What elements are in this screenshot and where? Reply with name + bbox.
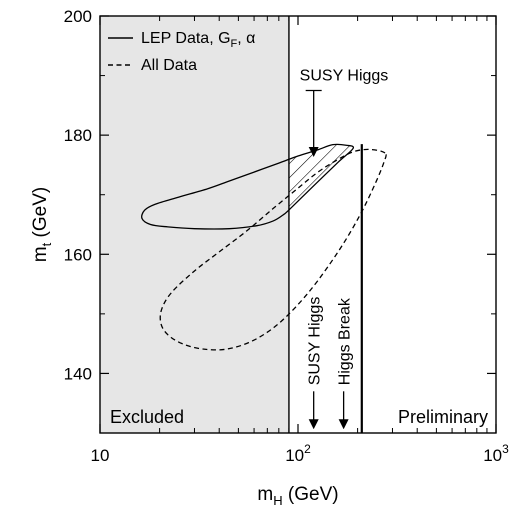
- x-tick-label-100: 102: [285, 442, 311, 465]
- y-tick-label-160: 160: [64, 245, 92, 264]
- y-axis-label: mt (GeV): [30, 187, 54, 262]
- x-tick-label-1000: 103: [483, 442, 509, 465]
- annotation-label-2: Higgs Break: [337, 297, 354, 385]
- excluded-region: [100, 16, 289, 433]
- legend-label-1: All Data: [141, 57, 197, 74]
- series-0-contour: [141, 143, 355, 230]
- y-tick-label-140: 140: [64, 364, 92, 383]
- annotation-label-0: SUSY Higgs: [300, 67, 389, 84]
- x-axis-label: mH (GeV): [257, 484, 338, 508]
- y-tick-label-180: 180: [64, 126, 92, 145]
- annotation-label-1: SUSY Higgs: [307, 297, 324, 386]
- corner-label-1: Preliminary: [398, 407, 488, 427]
- x-tick-label-10: 10: [91, 446, 110, 465]
- corner-label-0: Excluded: [110, 407, 184, 427]
- legend-label-0: LEP Data, GF, α: [141, 30, 255, 50]
- y-tick-label-200: 200: [64, 7, 92, 26]
